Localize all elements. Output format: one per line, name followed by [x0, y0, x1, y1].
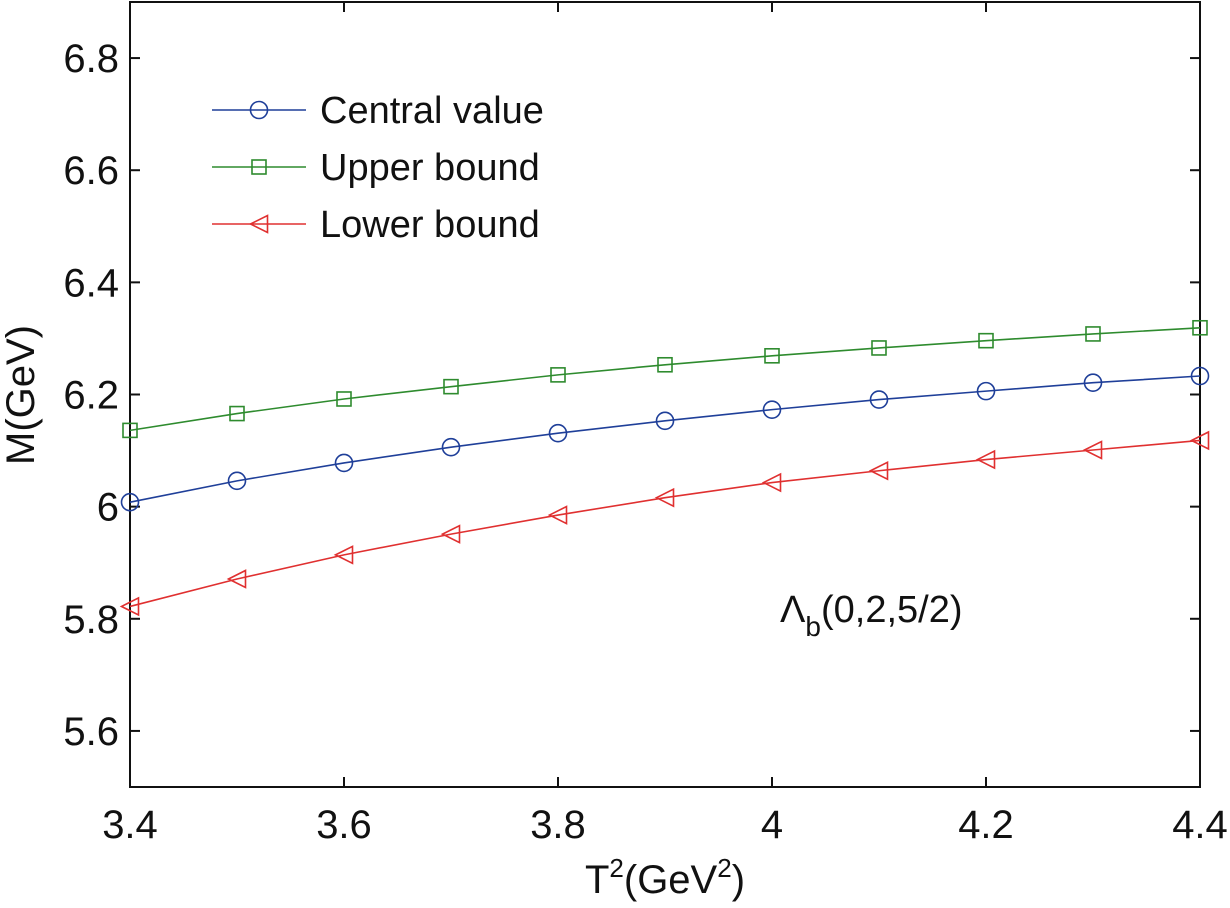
- x-axis-label-unit-close: ): [732, 858, 745, 902]
- point-upper-bound: [229, 405, 245, 422]
- x-axis-label-unit-sup: 2: [717, 853, 731, 883]
- point-upper-bound: [764, 348, 780, 364]
- point-central-value: [869, 390, 889, 409]
- point-central-value: [1083, 373, 1103, 393]
- series-line-lower-bound: [129, 439, 1201, 608]
- x-axis-label-base: T: [585, 858, 609, 902]
- point-central-value: [441, 437, 461, 457]
- point-upper-bound: [550, 367, 566, 383]
- point-upper-bound: [443, 378, 459, 395]
- x-tick-label: 3.8: [530, 803, 586, 847]
- x-axis-label-unit-open: (GeV: [624, 858, 718, 902]
- series-lines: [129, 326, 1201, 608]
- x-tick-label: 4.4: [1172, 803, 1228, 847]
- x-axis-label-sup: 2: [609, 853, 623, 883]
- y-tick-label: 6.2: [63, 374, 119, 418]
- y-tick-label: 6.4: [63, 261, 119, 305]
- y-tick-label: 6: [97, 486, 119, 530]
- point-lower-bound: [119, 596, 140, 617]
- annotation-subscript: b: [805, 611, 821, 642]
- point-upper-bound: [871, 340, 887, 356]
- annotation-symbol: Λ: [780, 589, 806, 631]
- point-central-value: [976, 381, 996, 401]
- legend-marker-central-value: [249, 100, 269, 120]
- legend-label-upper-bound: Upper bound: [320, 147, 540, 189]
- point-lower-bound: [654, 487, 675, 508]
- point-central-value: [1190, 366, 1210, 386]
- point-lower-bound: [975, 449, 996, 470]
- legend-label-lower-bound: Lower bound: [320, 204, 540, 246]
- y-tick-label: 6.6: [63, 149, 119, 193]
- point-lower-bound: [761, 472, 782, 493]
- y-tick-label: 6.8: [63, 37, 119, 81]
- point-central-value: [334, 453, 354, 473]
- point-lower-bound: [1082, 440, 1103, 460]
- series-line-central-value: [129, 375, 1201, 503]
- x-tick-label: 3.4: [102, 803, 158, 847]
- point-central-value: [762, 400, 782, 419]
- point-lower-bound: [226, 569, 247, 589]
- point-lower-bound: [1189, 430, 1210, 451]
- x-tick-label: 4.2: [958, 803, 1014, 847]
- legend-marker-upper-bound: [251, 159, 267, 175]
- point-lower-bound: [868, 460, 889, 481]
- plot-frame: [129, 1, 1201, 788]
- point-central-value: [120, 492, 140, 512]
- x-tick-label: 3.6: [316, 803, 372, 847]
- y-tick-label: 5.8: [63, 598, 119, 642]
- series-line-upper-bound: [129, 326, 1201, 432]
- point-upper-bound: [978, 332, 994, 349]
- y-axis-label: M(GeV): [0, 325, 43, 465]
- point-lower-bound: [440, 524, 461, 544]
- point-central-value: [655, 411, 675, 431]
- legend: Central value Upper bound Lower bound: [212, 90, 544, 246]
- point-central-value: [548, 423, 568, 443]
- annotation-label: Λb(0,2,5/2): [780, 589, 963, 642]
- x-tick-label: 4: [761, 803, 783, 847]
- point-upper-bound: [1192, 319, 1208, 336]
- legend-marker-lower-bound: [248, 214, 269, 234]
- annotation-rest: (0,2,5/2): [821, 589, 963, 631]
- point-upper-bound: [122, 422, 138, 439]
- x-axis-label: T2(GeV2): [585, 853, 745, 902]
- point-upper-bound: [1085, 326, 1101, 342]
- point-upper-bound: [657, 356, 673, 373]
- point-lower-bound: [547, 505, 568, 525]
- y-tick-label: 5.6: [63, 710, 119, 754]
- series-markers: [119, 319, 1210, 617]
- point-central-value: [227, 471, 247, 491]
- point-upper-bound: [336, 391, 352, 407]
- legend-label-central-value: Central value: [320, 90, 544, 132]
- point-lower-bound: [333, 545, 354, 565]
- axis-ticks: 3.4 3.6 3.8 4 4.2 4.4 5.6 5.8 6 6.2 6.4 6.6 6.8: [63, 2, 1228, 847]
